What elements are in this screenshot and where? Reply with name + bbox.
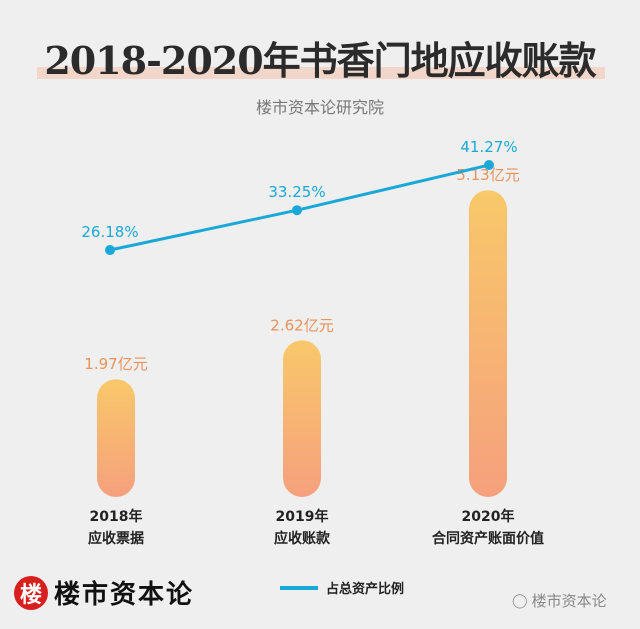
legend-line-swatch — [280, 585, 318, 590]
category-label-line: 2019年 — [275, 509, 329, 525]
bar-value-label: 1.97亿元 — [84, 355, 147, 373]
watermark-text: 楼市资本论 — [531, 592, 607, 610]
category-label: 2020年合同资产账面价值 — [388, 506, 588, 550]
bar — [97, 379, 135, 497]
line-point — [105, 245, 115, 256]
category-label-line: 2020年 — [461, 509, 515, 525]
logo-text: 楼市资本论 — [54, 580, 195, 610]
category-label: 2018年应收票据 — [16, 506, 216, 550]
bar — [283, 340, 321, 497]
bar — [469, 190, 507, 497]
category-label-line: 应收账款 — [274, 531, 330, 547]
line-value-label: 33.25% — [268, 183, 325, 201]
category-label-line: 2018年 — [89, 509, 143, 525]
wechat-icon: ◯ — [512, 592, 528, 609]
category-label-line: 应收票据 — [88, 531, 144, 547]
brand-logo: 楼 楼市资本论 — [14, 574, 194, 611]
watermark: ◯ 楼市资本论 — [512, 590, 607, 611]
title-highlight — [37, 67, 605, 79]
chart-title: 2018-2020年书香门地应收账款 — [44, 38, 596, 83]
line-value-label: 26.18% — [81, 223, 138, 241]
legend: 占总资产比例 — [280, 578, 404, 597]
line-value-label: 41.27% — [460, 138, 517, 156]
bar-value-label: 2.62亿元 — [270, 316, 333, 334]
category-label-line: 合同资产账面价值 — [432, 531, 544, 547]
chart-subtitle: 楼市资本论研究院 — [255, 98, 384, 117]
category-label: 2019年应收账款 — [202, 506, 402, 550]
legend-label: 占总资产比例 — [326, 582, 405, 597]
bar-value-label: 5.13亿元 — [456, 166, 519, 184]
line-point — [292, 205, 302, 216]
logo-badge-icon: 楼 — [14, 575, 48, 610]
line-point — [484, 160, 494, 171]
